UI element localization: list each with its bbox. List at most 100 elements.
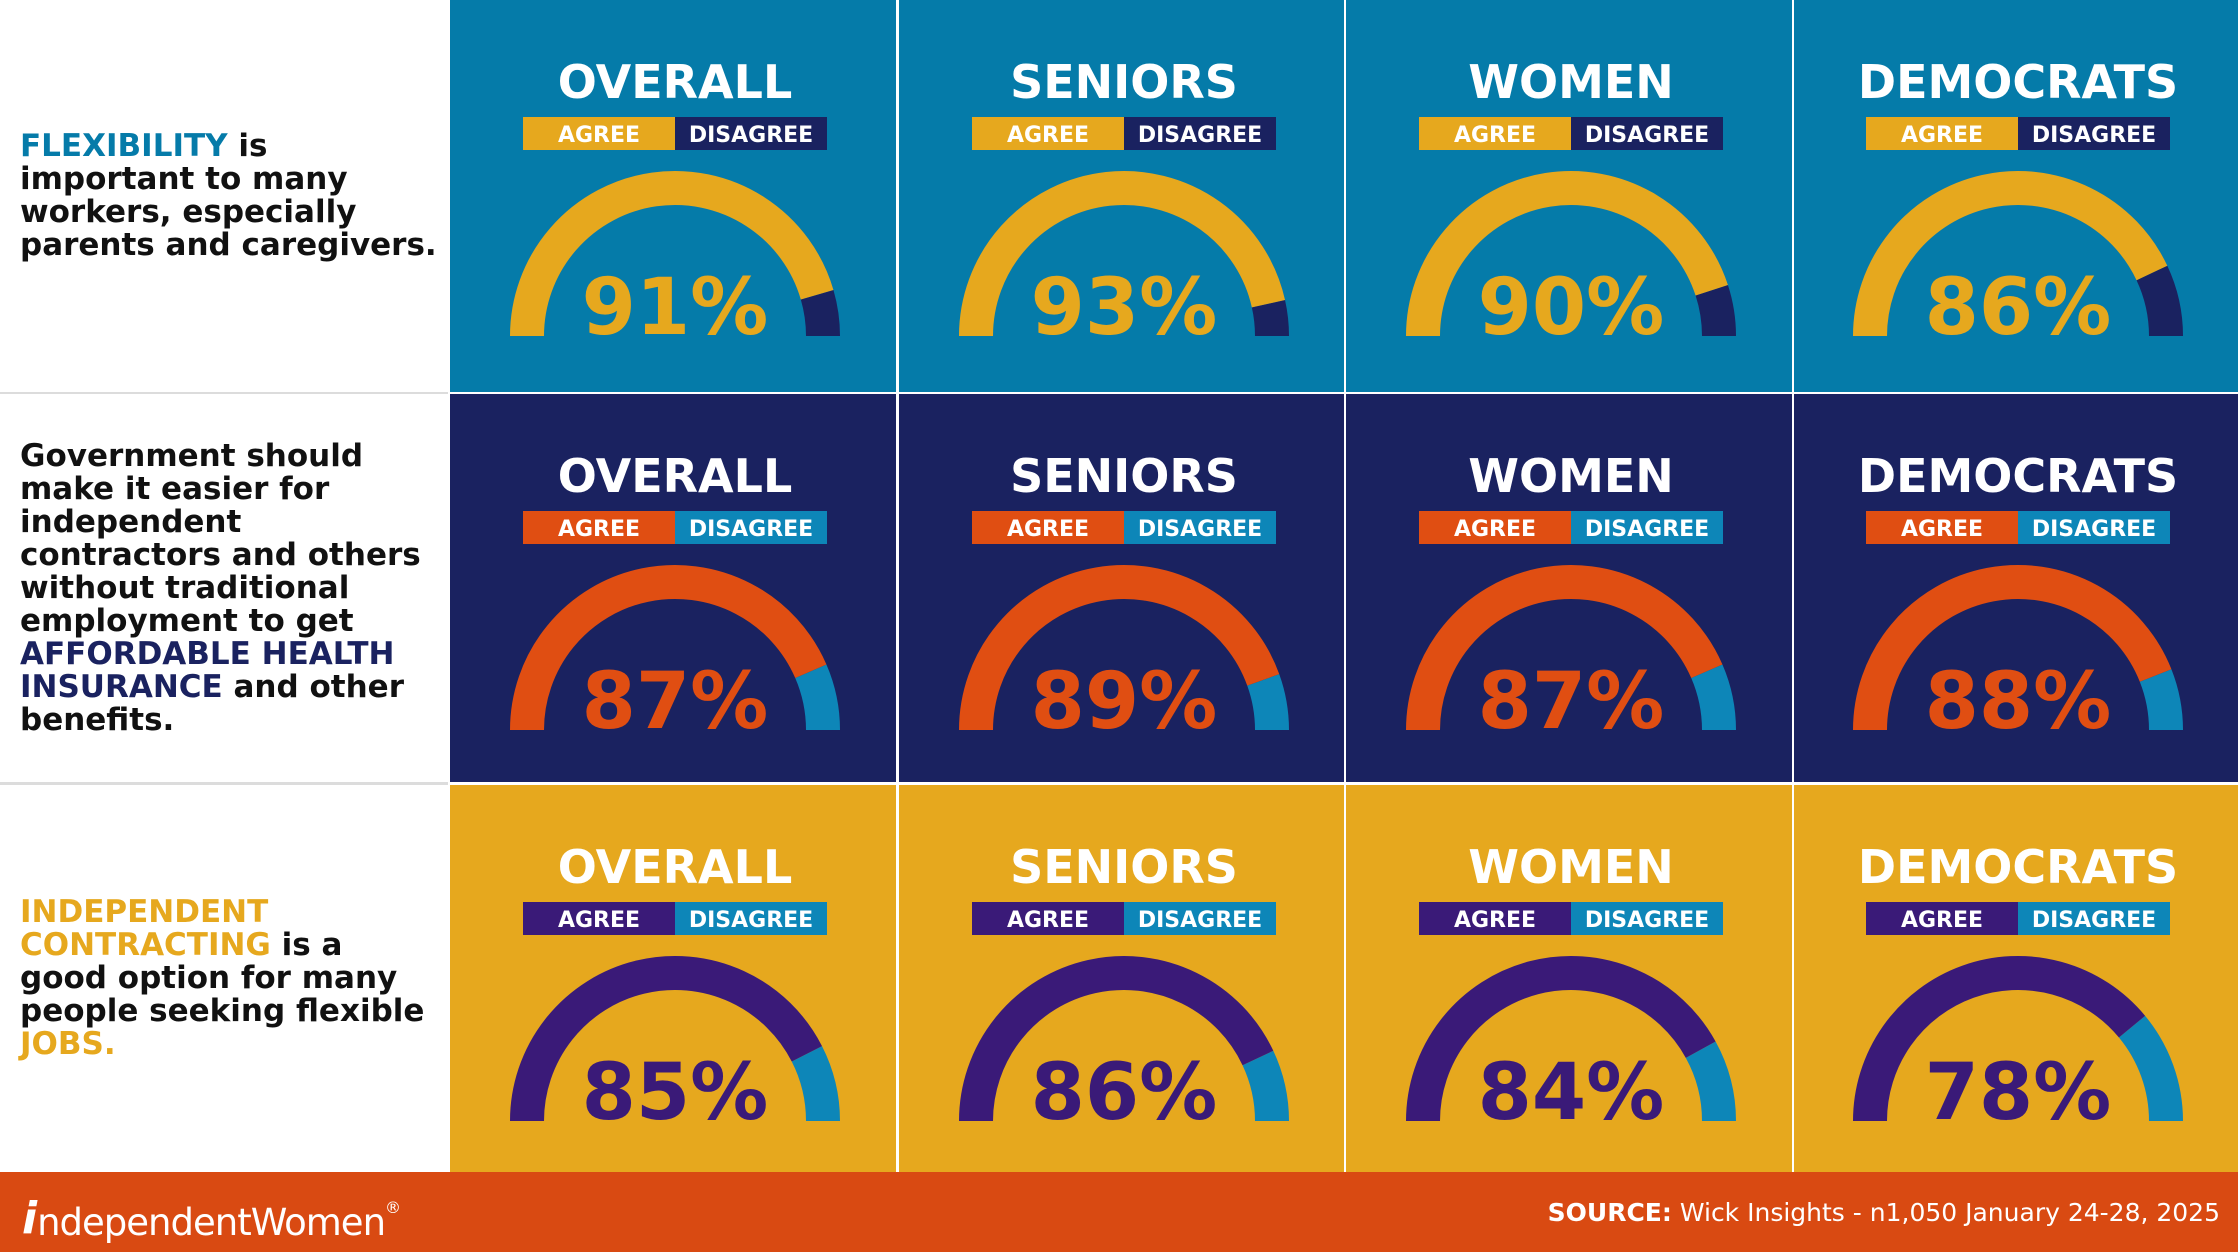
- gauge-value-label: 89%: [1031, 657, 1218, 747]
- gauge-panel-overall: OVERALL AGREE DISAGREE 85%: [450, 785, 896, 1172]
- legend-disagree-swatch: [675, 902, 827, 935]
- gauge-panel-seniors: SENIORS AGREE DISAGREE 93%: [899, 0, 1345, 392]
- legend-disagree-swatch: [1571, 902, 1723, 935]
- legend-agree-swatch: [1866, 902, 2018, 935]
- panel-title: SENIORS: [1010, 840, 1238, 894]
- panel-title: OVERALL: [558, 840, 793, 894]
- gauge-panel-women: WOMEN AGREE DISAGREE 87%: [1346, 394, 1792, 782]
- source-note: SOURCE: Wick Insights - n1,050 January 2…: [1548, 1198, 2220, 1227]
- legend-disagree-swatch: [1124, 902, 1276, 935]
- panel-title: DEMOCRATS: [1858, 55, 2178, 109]
- logo-text-women: Women: [250, 1201, 386, 1244]
- legend-agree-label: AGREE: [1901, 517, 1983, 542]
- panel-title: WOMEN: [1468, 840, 1674, 894]
- legend-disagree-label: DISAGREE: [1585, 517, 1709, 542]
- gauge-value-label: 93%: [1031, 263, 1218, 353]
- row-divider: [0, 392, 448, 394]
- gauge-agree-arc: [1853, 171, 2168, 337]
- legend-disagree-swatch: [1124, 511, 1276, 544]
- legend-disagree-label: DISAGREE: [1138, 123, 1262, 148]
- gauge-value-label: 87%: [1478, 657, 1665, 747]
- gauge-agree-arc: [510, 171, 834, 337]
- gauge-disagree-arc: [1685, 1041, 1736, 1122]
- legend-agree-swatch: [523, 117, 675, 150]
- gauge-svg: WOMEN AGREE DISAGREE 84%: [1406, 840, 1736, 1138]
- legend-agree-swatch: [1866, 117, 2018, 150]
- gauge-agree-arc: [1406, 956, 1716, 1122]
- legend-agree-label: AGREE: [1454, 517, 1536, 542]
- gauge-svg: OVERALL AGREE DISAGREE 85%: [510, 840, 840, 1138]
- footer-bar: i ndependent Women ® SOURCE: Wick Insights …: [0, 1172, 2238, 1252]
- legend-agree-label: AGREE: [558, 517, 640, 542]
- gauge-disagree-arc: [791, 1046, 840, 1122]
- gauge-svg: DEMOCRATS AGREE DISAGREE 88%: [1853, 449, 2183, 747]
- statement-segment: JOBS.: [20, 1026, 116, 1062]
- legend-agree-label: AGREE: [1007, 517, 1089, 542]
- legend-agree-swatch: [523, 902, 675, 935]
- legend-agree-swatch: [523, 511, 675, 544]
- statement-paragraph: Government should make it easier for ind…: [20, 437, 440, 737]
- gauge-disagree-arc: [1691, 664, 1736, 731]
- legend-agree-swatch: [1419, 117, 1571, 150]
- independent-women-logo: i ndependent Women ®: [22, 1184, 401, 1244]
- gauge-value-label: 84%: [1478, 1048, 1665, 1138]
- gauge-svg: DEMOCRATS AGREE DISAGREE 86%: [1853, 55, 2183, 353]
- statement-segment: Government should make it easier for ind…: [20, 437, 421, 639]
- gauge-panel-seniors: SENIORS AGREE DISAGREE 89%: [899, 394, 1345, 782]
- gauge-disagree-arc: [800, 289, 840, 337]
- gauge-agree-arc: [1406, 565, 1723, 731]
- legend-agree-label: AGREE: [1901, 908, 1983, 933]
- row-divider: [0, 782, 448, 785]
- legend-disagree-swatch: [675, 511, 827, 544]
- gauge-value-label: 90%: [1478, 263, 1665, 353]
- gauge-disagree-arc: [1242, 1050, 1289, 1122]
- legend-disagree-label: DISAGREE: [2032, 123, 2156, 148]
- gauge-agree-arc: [1406, 171, 1728, 337]
- gauge-value-label: 91%: [582, 263, 769, 353]
- panel-title: DEMOCRATS: [1858, 449, 2178, 503]
- gauge-svg: DEMOCRATS AGREE DISAGREE 78%: [1853, 840, 2183, 1138]
- registered-mark: ®: [385, 1198, 401, 1217]
- gauge-value-label: 86%: [1031, 1048, 1218, 1138]
- column-gap: [896, 0, 899, 1172]
- panel-title: WOMEN: [1468, 449, 1674, 503]
- gauge-agree-arc: [959, 956, 1274, 1122]
- gauge-panel-overall: OVERALL AGREE DISAGREE 91%: [450, 0, 896, 392]
- infographic-grid: FLEXIBILITY is important to many workers…: [0, 0, 2238, 1172]
- logo-i-mark: i: [22, 1193, 37, 1244]
- gauge-agree-arc: [510, 565, 827, 731]
- legend-agree-swatch: [1866, 511, 2018, 544]
- gauge-disagree-arc: [2139, 669, 2183, 731]
- gauge-value-label: 85%: [582, 1048, 769, 1138]
- gauge-disagree-arc: [1247, 674, 1289, 731]
- gauge-panel-seniors: SENIORS AGREE DISAGREE 86%: [899, 785, 1345, 1172]
- gauge-disagree-arc: [2136, 265, 2183, 337]
- statement-segment: AFFORDABLE HEALTH INSURANCE: [20, 635, 395, 705]
- legend-disagree-label: DISAGREE: [2032, 517, 2156, 542]
- gauge-svg: SENIORS AGREE DISAGREE 93%: [959, 55, 1289, 353]
- legend-disagree-label: DISAGREE: [1585, 123, 1709, 148]
- statement-text: FLEXIBILITY is important to many workers…: [0, 0, 448, 392]
- statement-text: Government should make it easier for ind…: [0, 394, 448, 782]
- statement-text: INDEPENDENT CONTRACTING is a good option…: [0, 785, 448, 1172]
- gauge-value-label: 86%: [1925, 263, 2112, 353]
- source-label: SOURCE:: [1547, 1198, 1672, 1227]
- row-flexibility: FLEXIBILITY is important to many workers…: [0, 0, 2238, 392]
- legend-disagree-label: DISAGREE: [689, 908, 813, 933]
- gauge-svg: WOMEN AGREE DISAGREE 87%: [1406, 449, 1736, 747]
- statement-paragraph: INDEPENDENT CONTRACTING is a good option…: [20, 896, 440, 1061]
- gauge-svg: WOMEN AGREE DISAGREE 90%: [1406, 55, 1736, 353]
- column-gap: [1792, 0, 1794, 1172]
- panel-title: OVERALL: [558, 449, 793, 503]
- gauge-disagree-arc: [2118, 1015, 2183, 1122]
- legend-disagree-label: DISAGREE: [1585, 908, 1709, 933]
- gauge-value-label: 88%: [1925, 657, 2112, 747]
- panel-title: DEMOCRATS: [1858, 840, 2178, 894]
- gauge-svg: SENIORS AGREE DISAGREE 89%: [959, 449, 1289, 747]
- legend-disagree-label: DISAGREE: [1138, 908, 1262, 933]
- legend-disagree-label: DISAGREE: [1138, 517, 1262, 542]
- row-independent-contracting: INDEPENDENT CONTRACTING is a good option…: [0, 785, 2238, 1172]
- legend-agree-label: AGREE: [558, 908, 640, 933]
- gauge-agree-arc: [1853, 565, 2172, 731]
- legend-agree-label: AGREE: [1454, 123, 1536, 148]
